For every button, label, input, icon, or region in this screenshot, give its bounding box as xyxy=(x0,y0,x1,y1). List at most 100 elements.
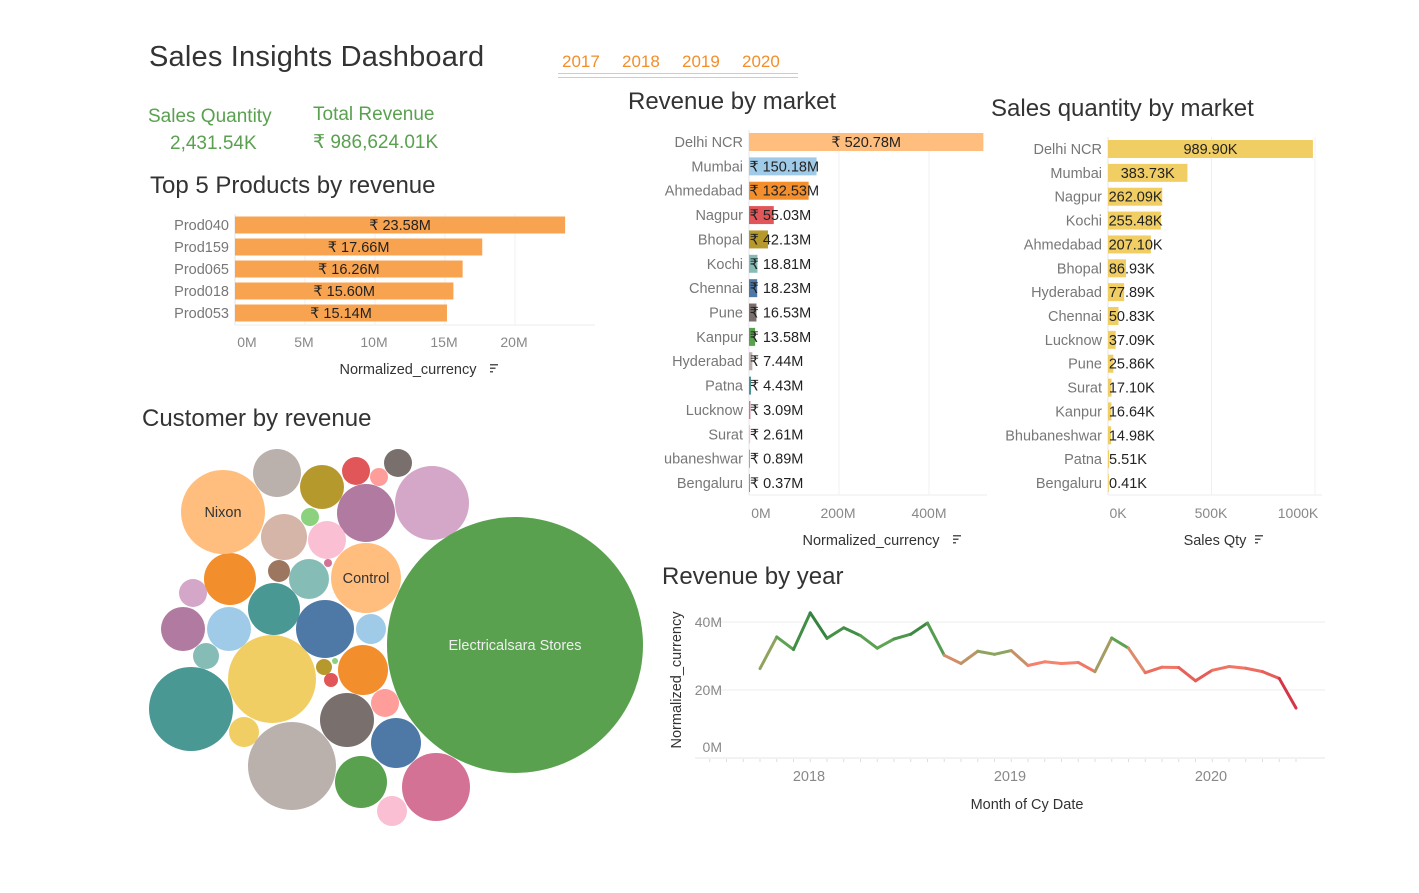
customer-bubble[interactable] xyxy=(149,667,233,751)
revenue-by-market-bar[interactable] xyxy=(749,279,758,298)
year-filter-2019[interactable]: 2019 xyxy=(682,52,720,71)
customer-bubble[interactable] xyxy=(228,635,316,723)
revenue-line-segment[interactable] xyxy=(976,649,996,656)
revenue-line-segment[interactable] xyxy=(959,649,980,665)
customer-bubble[interactable] xyxy=(337,484,395,542)
customer-bubble[interactable] xyxy=(402,753,470,821)
top-products-bar[interactable] xyxy=(235,216,566,234)
revenue-line-segment[interactable] xyxy=(808,611,829,640)
customer-bubble[interactable] xyxy=(268,560,290,582)
revenue-by-market-bar[interactable] xyxy=(749,425,751,444)
customer-bubble[interactable] xyxy=(308,521,346,559)
qty-by-market-bar[interactable] xyxy=(1108,450,1110,469)
revenue-line-segment[interactable] xyxy=(1261,670,1281,680)
top-products-bar[interactable] xyxy=(235,260,463,278)
qty-by-market-bar[interactable] xyxy=(1108,474,1109,493)
qty-by-market-bar[interactable] xyxy=(1108,354,1114,373)
customer-bubble[interactable] xyxy=(253,449,301,497)
customer-bubble[interactable] xyxy=(193,643,219,669)
customer-bubble[interactable] xyxy=(338,645,388,695)
revenue-line-segment[interactable] xyxy=(1043,660,1063,665)
customer-bubble[interactable] xyxy=(316,659,332,675)
customer-bubble[interactable] xyxy=(395,466,469,540)
revenue-by-market-bar[interactable] xyxy=(749,157,817,176)
revenue-by-market-sort-icon[interactable] xyxy=(953,542,956,544)
top-products-sort-icon[interactable] xyxy=(490,367,496,370)
customer-bubble[interactable] xyxy=(332,658,338,664)
revenue-by-market-bar[interactable] xyxy=(749,400,751,419)
year-filter-2018[interactable]: 2018 xyxy=(622,52,660,71)
revenue-line-segment[interactable] xyxy=(1076,660,1097,674)
customer-bubble[interactable] xyxy=(296,600,354,658)
customer-bubble[interactable] xyxy=(320,693,374,747)
qty-by-market-bar[interactable] xyxy=(1108,330,1116,349)
customer-bubble[interactable] xyxy=(324,673,338,687)
customer-bubble[interactable] xyxy=(371,718,421,768)
revenue-by-market-sort-icon[interactable] xyxy=(953,535,961,537)
revenue-line-segment[interactable] xyxy=(1177,666,1197,683)
customer-bubble[interactable] xyxy=(248,722,336,810)
customer-bubble[interactable] xyxy=(289,559,329,599)
revenue-line-segment[interactable] xyxy=(892,632,913,641)
revenue-line-segment[interactable] xyxy=(1227,665,1248,670)
revenue-by-market-bar[interactable] xyxy=(749,449,750,468)
revenue-line-segment[interactable] xyxy=(1143,665,1164,675)
revenue-by-market-bar[interactable] xyxy=(749,376,751,395)
revenue-line-segment[interactable] xyxy=(909,621,929,636)
customer-bubble[interactable] xyxy=(370,468,388,486)
qty-by-market-bar[interactable] xyxy=(1108,187,1163,206)
revenue-line-segment[interactable] xyxy=(1060,660,1080,665)
top-products-sort-icon[interactable] xyxy=(490,371,493,373)
revenue-line-segment[interactable] xyxy=(942,653,963,665)
customer-bubble[interactable] xyxy=(204,553,256,605)
revenue-line-segment[interactable] xyxy=(1009,649,1030,668)
revenue-line-segment[interactable] xyxy=(859,634,879,650)
qty-by-market-bar[interactable] xyxy=(1108,426,1112,445)
qty-by-market-bar[interactable] xyxy=(1108,163,1188,182)
revenue-line-segment[interactable] xyxy=(1093,636,1114,674)
revenue-by-market-bar[interactable] xyxy=(749,133,984,151)
customer-bubble[interactable] xyxy=(161,607,205,651)
revenue-by-market-bar[interactable] xyxy=(749,181,809,200)
year-filter-2017[interactable]: 2017 xyxy=(562,52,600,71)
customer-bubble-control[interactable] xyxy=(331,543,401,613)
customer-bubble[interactable] xyxy=(384,449,412,477)
revenue-line-segment[interactable] xyxy=(842,626,862,638)
revenue-line-segment[interactable] xyxy=(825,626,846,640)
revenue-line-segment[interactable] xyxy=(758,635,779,671)
qty-by-market-sort-icon[interactable] xyxy=(1255,535,1263,537)
revenue-line-segment[interactable] xyxy=(775,635,795,652)
revenue-by-market-bar[interactable] xyxy=(749,327,756,346)
revenue-line-segment[interactable] xyxy=(875,637,896,650)
customer-bubble[interactable] xyxy=(335,756,387,808)
qty-by-market-bar[interactable] xyxy=(1108,259,1126,278)
customer-bubble[interactable] xyxy=(261,514,307,560)
revenue-line-segment[interactable] xyxy=(1127,646,1147,675)
qty-by-market-bar[interactable] xyxy=(1108,235,1151,254)
customer-bubble[interactable] xyxy=(342,457,370,485)
revenue-line-segment[interactable] xyxy=(1210,665,1231,672)
customer-bubble-electricalsara-stores[interactable] xyxy=(387,517,643,773)
qty-by-market-sort-icon[interactable] xyxy=(1255,542,1258,544)
customer-bubble[interactable] xyxy=(356,614,386,644)
revenue-by-market-bar[interactable] xyxy=(749,230,768,249)
revenue-line-segment[interactable] xyxy=(1244,666,1264,674)
customer-bubble[interactable] xyxy=(207,607,251,651)
top-products-bar[interactable] xyxy=(235,238,483,256)
revenue-line-segment[interactable] xyxy=(1277,676,1298,710)
revenue-line-segment[interactable] xyxy=(1194,668,1214,683)
revenue-by-market-bar[interactable] xyxy=(749,303,757,322)
customer-bubble[interactable] xyxy=(300,465,344,509)
qty-by-market-bar[interactable] xyxy=(1108,283,1125,302)
revenue-by-market-bar[interactable] xyxy=(749,474,750,493)
revenue-line-segment[interactable] xyxy=(926,621,946,657)
top-products-sort-icon[interactable] xyxy=(490,364,498,366)
qty-by-market-sort-icon[interactable] xyxy=(1255,538,1261,541)
revenue-by-market-sort-icon[interactable] xyxy=(953,538,959,541)
revenue-by-market-bar[interactable] xyxy=(749,206,774,225)
revenue-line-segment[interactable] xyxy=(1026,660,1047,668)
customer-bubble[interactable] xyxy=(301,508,319,526)
revenue-line-segment[interactable] xyxy=(993,649,1013,656)
customer-bubble-nixon[interactable] xyxy=(181,470,265,554)
top-products-bar[interactable] xyxy=(235,304,447,322)
